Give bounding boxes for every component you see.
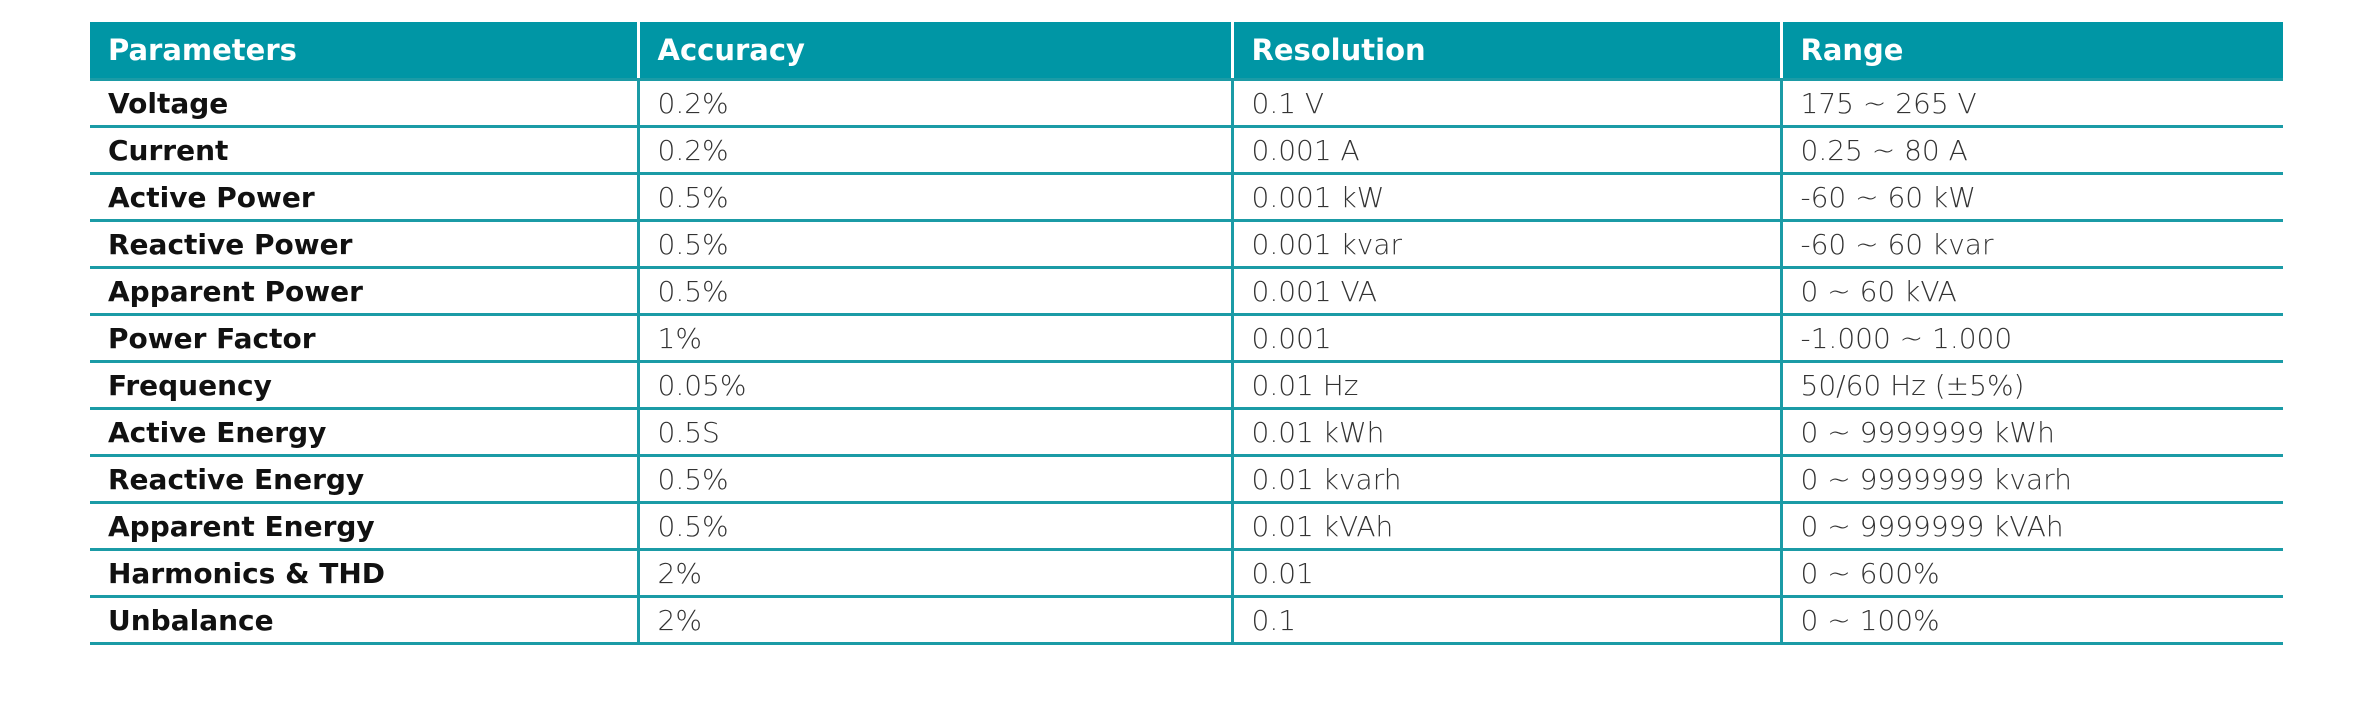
value-cell: 0.25 ~ 80 A xyxy=(1779,126,2283,175)
parameter-cell: Active Energy xyxy=(90,408,638,457)
header-cell: Range xyxy=(1779,22,2283,81)
header-cell: Parameters xyxy=(90,22,638,81)
parameter-cell: Unbalance xyxy=(90,596,638,645)
spec-table: Parameters Accuracy Resolution Range Voltag… xyxy=(90,22,2283,645)
parameter-cell: Reactive Energy xyxy=(90,455,638,504)
parameter-cell: Power Factor xyxy=(90,314,638,363)
table-row: Unbalance 2% 0.1 0 ~ 100% xyxy=(90,596,2283,645)
value-cell: 0.5% xyxy=(636,173,1232,222)
value-cell: 0.5% xyxy=(636,220,1232,269)
value-cell: 2% xyxy=(636,596,1232,645)
parameter-cell: Current xyxy=(90,126,638,175)
header-row: Parameters Accuracy Resolution Range xyxy=(90,22,2283,81)
table-row: Active Power 0.5% 0.001 kW -60 ~ 60 kW xyxy=(90,173,2283,222)
value-cell: 0.001 xyxy=(1230,314,1781,363)
table-row: Reactive Energy 0.5% 0.01 kvarh 0 ~ 9999999… xyxy=(90,455,2283,504)
value-cell: -60 ~ 60 kW xyxy=(1779,173,2283,222)
parameter-cell: Frequency xyxy=(90,361,638,410)
value-cell: 175 ~ 265 V xyxy=(1779,79,2283,128)
parameter-cell: Active Power xyxy=(90,173,638,222)
value-cell: 0 ~ 9999999 kVAh xyxy=(1779,502,2283,551)
value-cell: 50/60 Hz (±5%) xyxy=(1779,361,2283,410)
value-cell: 0.01 kVAh xyxy=(1230,502,1781,551)
value-cell: 0.5% xyxy=(636,502,1232,551)
value-cell: 0 ~ 9999999 kvarh xyxy=(1779,455,2283,504)
header-cell: Accuracy xyxy=(636,22,1232,81)
table-row: Reactive Power 0.5% 0.001 kvar -60 ~ 60 kva… xyxy=(90,220,2283,269)
table-row: Current 0.2% 0.001 A 0.25 ~ 80 A xyxy=(90,126,2283,175)
table-body: Voltage 0.2% 0.1 V 175 ~ 265 V Current 0.2% 0.… xyxy=(90,79,2283,645)
header-cell: Resolution xyxy=(1230,22,1781,81)
value-cell: 0 ~ 600% xyxy=(1779,549,2283,598)
table-row: Apparent Power 0.5% 0.001 VA 0 ~ 60 kVA xyxy=(90,267,2283,316)
value-cell: 0.2% xyxy=(636,126,1232,175)
table-row: Harmonics & THD 2% 0.01 0 ~ 600% xyxy=(90,549,2283,598)
value-cell: 0 ~ 60 kVA xyxy=(1779,267,2283,316)
value-cell: 0.1 xyxy=(1230,596,1781,645)
value-cell: 0 ~ 9999999 kWh xyxy=(1779,408,2283,457)
value-cell: 1% xyxy=(636,314,1232,363)
value-cell: 0.5% xyxy=(636,267,1232,316)
table-row: Power Factor 1% 0.001 -1.000 ~ 1.000 xyxy=(90,314,2283,363)
value-cell: 0.001 kvar xyxy=(1230,220,1781,269)
value-cell: 0.01 xyxy=(1230,549,1781,598)
value-cell: -60 ~ 60 kvar xyxy=(1779,220,2283,269)
parameter-cell: Voltage xyxy=(90,79,638,128)
value-cell: 0.05% xyxy=(636,361,1232,410)
value-cell: 0.5S xyxy=(636,408,1232,457)
value-cell: 0 ~ 100% xyxy=(1779,596,2283,645)
value-cell: 0.1 V xyxy=(1230,79,1781,128)
table-row: Active Energy 0.5S 0.01 kWh 0 ~ 9999999 kWh xyxy=(90,408,2283,457)
value-cell: 0.01 kvarh xyxy=(1230,455,1781,504)
value-cell: 2% xyxy=(636,549,1232,598)
parameter-cell: Reactive Power xyxy=(90,220,638,269)
table-row: Voltage 0.2% 0.1 V 175 ~ 265 V xyxy=(90,79,2283,128)
table-row: Frequency 0.05% 0.01 Hz 50/60 Hz (±5%) xyxy=(90,361,2283,410)
parameter-cell: Apparent Power xyxy=(90,267,638,316)
value-cell: 0.001 VA xyxy=(1230,267,1781,316)
value-cell: 0.2% xyxy=(636,79,1232,128)
value-cell: 0.5% xyxy=(636,455,1232,504)
value-cell: 0.01 Hz xyxy=(1230,361,1781,410)
parameter-cell: Apparent Energy xyxy=(90,502,638,551)
parameter-cell: Harmonics & THD xyxy=(90,549,638,598)
value-cell: 0.001 kW xyxy=(1230,173,1781,222)
table-row: Apparent Energy 0.5% 0.01 kVAh 0 ~ 9999999 … xyxy=(90,502,2283,551)
value-cell: 0.01 kWh xyxy=(1230,408,1781,457)
value-cell: 0.001 A xyxy=(1230,126,1781,175)
value-cell: -1.000 ~ 1.000 xyxy=(1779,314,2283,363)
